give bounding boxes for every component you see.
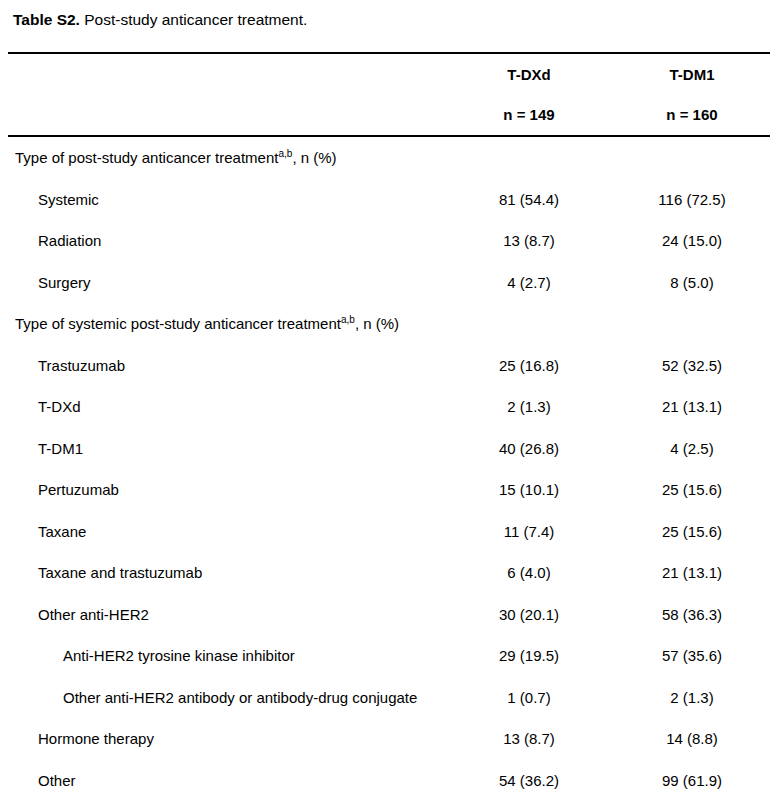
table-row-trastuzumab: Trastuzumab 25 (16.8) 52 (32.5) bbox=[8, 345, 770, 387]
row-label: T-DXd bbox=[8, 398, 444, 415]
row-label: Type of systemic post-study anticancer t… bbox=[8, 315, 444, 332]
document-page: Table S2. Post-study anticancer treatmen… bbox=[0, 0, 777, 797]
tdm1-value: 58 (36.3) bbox=[614, 606, 770, 623]
tdxd-value: 13 (8.7) bbox=[444, 730, 614, 747]
table-row-hormone-therapy: Hormone therapy 13 (8.7) 14 (8.8) bbox=[8, 718, 770, 760]
row-label: Systemic bbox=[8, 191, 444, 208]
tdxd-value: 30 (20.1) bbox=[444, 606, 614, 623]
table-row-other-anti-her2: Other anti-HER2 30 (20.1) 58 (36.3) bbox=[8, 594, 770, 636]
row-label: Other anti-HER2 bbox=[8, 606, 444, 623]
tdm1-value: 52 (32.5) bbox=[614, 357, 770, 374]
section-header-post-study: Type of post-study anticancer treatmenta… bbox=[8, 137, 770, 179]
tdxd-value: 15 (10.1) bbox=[444, 481, 614, 498]
tdxd-value: 6 (4.0) bbox=[444, 564, 614, 581]
row-label: Pertuzumab bbox=[8, 481, 444, 498]
row-label: Taxane and trastuzumab bbox=[8, 564, 444, 581]
table-row-tdm1: T-DM1 40 (26.8) 4 (2.5) bbox=[8, 428, 770, 470]
tdm1-value: 14 (8.8) bbox=[614, 730, 770, 747]
row-label-suffix: , n (%) bbox=[355, 315, 399, 332]
tdm1-value: 8 (5.0) bbox=[614, 274, 770, 291]
column-n-tdm1: n = 160 bbox=[614, 106, 770, 123]
table-row-taxane: Taxane 11 (7.4) 25 (15.6) bbox=[8, 511, 770, 553]
column-n-tdxd: n = 149 bbox=[444, 106, 614, 123]
tdxd-value: 4 (2.7) bbox=[444, 274, 614, 291]
data-table: T-DXd T-DM1 n = 149 n = 160 Type of post… bbox=[8, 52, 770, 797]
tdxd-value: 29 (19.5) bbox=[444, 647, 614, 664]
table-body: Type of post-study anticancer treatmenta… bbox=[8, 137, 770, 797]
row-label: Taxane bbox=[8, 523, 444, 540]
table-row-surgery: Surgery 4 (2.7) 8 (5.0) bbox=[8, 262, 770, 304]
tdm1-value: 4 (2.5) bbox=[614, 440, 770, 457]
tdm1-value: 2 (1.3) bbox=[614, 689, 770, 706]
tdm1-value: 24 (15.0) bbox=[614, 232, 770, 249]
tdm1-value: 116 (72.5) bbox=[614, 191, 770, 208]
column-header-tdm1: T-DM1 bbox=[614, 66, 770, 83]
table-caption: Table S2. Post-study anticancer treatmen… bbox=[13, 9, 307, 31]
row-label: Other bbox=[8, 772, 444, 789]
table-row-other-anti-her2-antibody: Other anti-HER2 antibody or antibody-dru… bbox=[8, 677, 770, 719]
row-label: Type of post-study anticancer treatmenta… bbox=[8, 149, 444, 166]
row-label: T-DM1 bbox=[8, 440, 444, 457]
tdm1-value: 99 (61.9) bbox=[614, 772, 770, 789]
row-label: Surgery bbox=[8, 274, 444, 291]
header-row-group-names: T-DXd T-DM1 bbox=[8, 66, 770, 83]
table-caption-text: Post-study anticancer treatment. bbox=[80, 11, 307, 28]
section-header-systemic-post-study: Type of systemic post-study anticancer t… bbox=[8, 303, 770, 345]
row-label: Other anti-HER2 antibody or antibody-dru… bbox=[8, 689, 444, 706]
table-row-pertuzumab: Pertuzumab 15 (10.1) 25 (15.6) bbox=[8, 469, 770, 511]
row-label: Radiation bbox=[8, 232, 444, 249]
table-row-taxane-and-trastuzumab: Taxane and trastuzumab 6 (4.0) 21 (13.1) bbox=[8, 552, 770, 594]
tdm1-value: 25 (15.6) bbox=[614, 523, 770, 540]
tdxd-value: 11 (7.4) bbox=[444, 523, 614, 540]
row-label-text: Type of systemic post-study anticancer t… bbox=[15, 315, 341, 332]
column-header-tdxd: T-DXd bbox=[444, 66, 614, 83]
table-header: T-DXd T-DM1 n = 149 n = 160 bbox=[8, 52, 770, 137]
table-row-systemic: Systemic 81 (54.4) 116 (72.5) bbox=[8, 179, 770, 221]
row-label: Trastuzumab bbox=[8, 357, 444, 374]
table-row-other: Other 54 (36.2) 99 (61.9) bbox=[8, 760, 770, 797]
header-row-group-sizes: n = 149 n = 160 bbox=[8, 106, 770, 123]
row-label-suffix: , n (%) bbox=[292, 149, 336, 166]
tdm1-value: 21 (13.1) bbox=[614, 398, 770, 415]
tdxd-value: 54 (36.2) bbox=[444, 772, 614, 789]
tdxd-value: 25 (16.8) bbox=[444, 357, 614, 374]
tdm1-value: 57 (35.6) bbox=[614, 647, 770, 664]
tdxd-value: 81 (54.4) bbox=[444, 191, 614, 208]
tdxd-value: 1 (0.7) bbox=[444, 689, 614, 706]
table-row-radiation: Radiation 13 (8.7) 24 (15.0) bbox=[8, 220, 770, 262]
row-label: Hormone therapy bbox=[8, 730, 444, 747]
row-label-text: Type of post-study anticancer treatment bbox=[15, 149, 278, 166]
tdm1-value: 25 (15.6) bbox=[614, 481, 770, 498]
table-row-anti-her2-tki: Anti-HER2 tyrosine kinase inhibitor 29 (… bbox=[8, 635, 770, 677]
tdxd-value: 13 (8.7) bbox=[444, 232, 614, 249]
tdxd-value: 40 (26.8) bbox=[444, 440, 614, 457]
tdm1-value: 21 (13.1) bbox=[614, 564, 770, 581]
tdxd-value: 2 (1.3) bbox=[444, 398, 614, 415]
table-row-tdxd: T-DXd 2 (1.3) 21 (13.1) bbox=[8, 386, 770, 428]
footnote-marker: a,b bbox=[278, 148, 292, 159]
table-caption-number: Table S2. bbox=[13, 11, 80, 28]
row-label: Anti-HER2 tyrosine kinase inhibitor bbox=[8, 647, 444, 664]
footnote-marker: a,b bbox=[341, 314, 355, 325]
